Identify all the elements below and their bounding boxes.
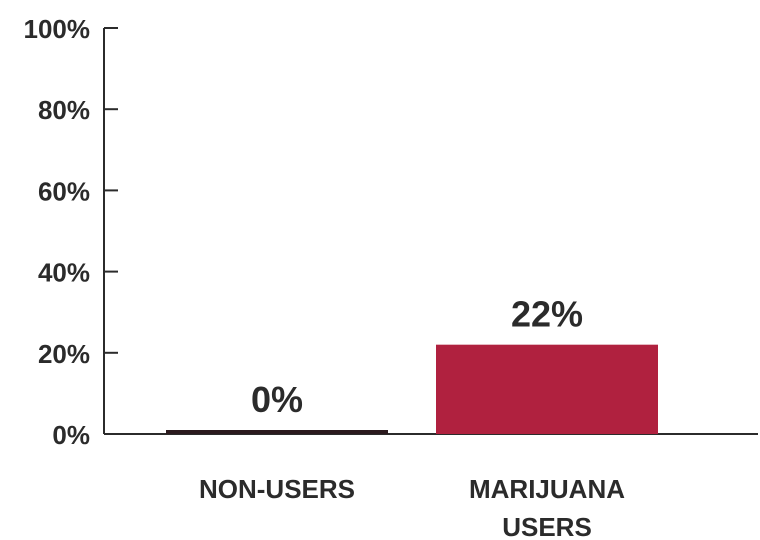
category-label: NON-USERS [199,474,355,504]
y-axis [103,27,758,435]
bar-value-label: 22% [511,294,583,335]
bar [166,430,388,434]
y-tick-label: 0% [52,420,90,450]
bars [166,344,658,434]
y-tick-labels: 0% 20% 40% 60% 80% 100% [24,14,91,450]
bar-value-label: 0% [251,379,303,420]
y-tick-label: 40% [38,258,90,288]
category-label: USERS [502,512,592,540]
category-label: MARIJUANA [469,474,625,504]
value-labels: 0% 22% [251,294,583,420]
y-tick-label: 20% [38,339,90,369]
y-tick-label: 80% [38,95,90,125]
y-tick-label: 60% [38,176,90,206]
bar [436,344,658,434]
category-labels: NON-USERS MARIJUANA USERS [199,474,625,540]
y-tick-label: 100% [24,14,91,44]
